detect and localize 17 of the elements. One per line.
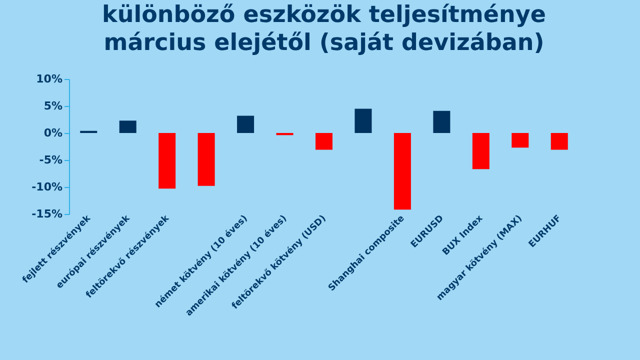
y-tick-label: 10% [36,72,62,86]
y-tick-label: 5% [44,100,62,112]
bar [316,133,332,150]
chart-title: különböző eszközök teljesítménye március elejétől (saját devizában) [102,2,546,56]
bar [394,133,411,210]
bar [237,116,254,133]
bar [158,133,176,189]
bar [433,110,450,133]
bar [354,108,372,133]
y-tick-label: 0% [44,126,62,140]
bar [512,133,529,148]
bar [198,133,215,186]
bar [472,133,490,170]
bar [119,120,136,133]
y-tick-label: -10% [32,180,62,194]
y-tick-label: -5% [39,154,62,166]
bar [550,133,568,150]
